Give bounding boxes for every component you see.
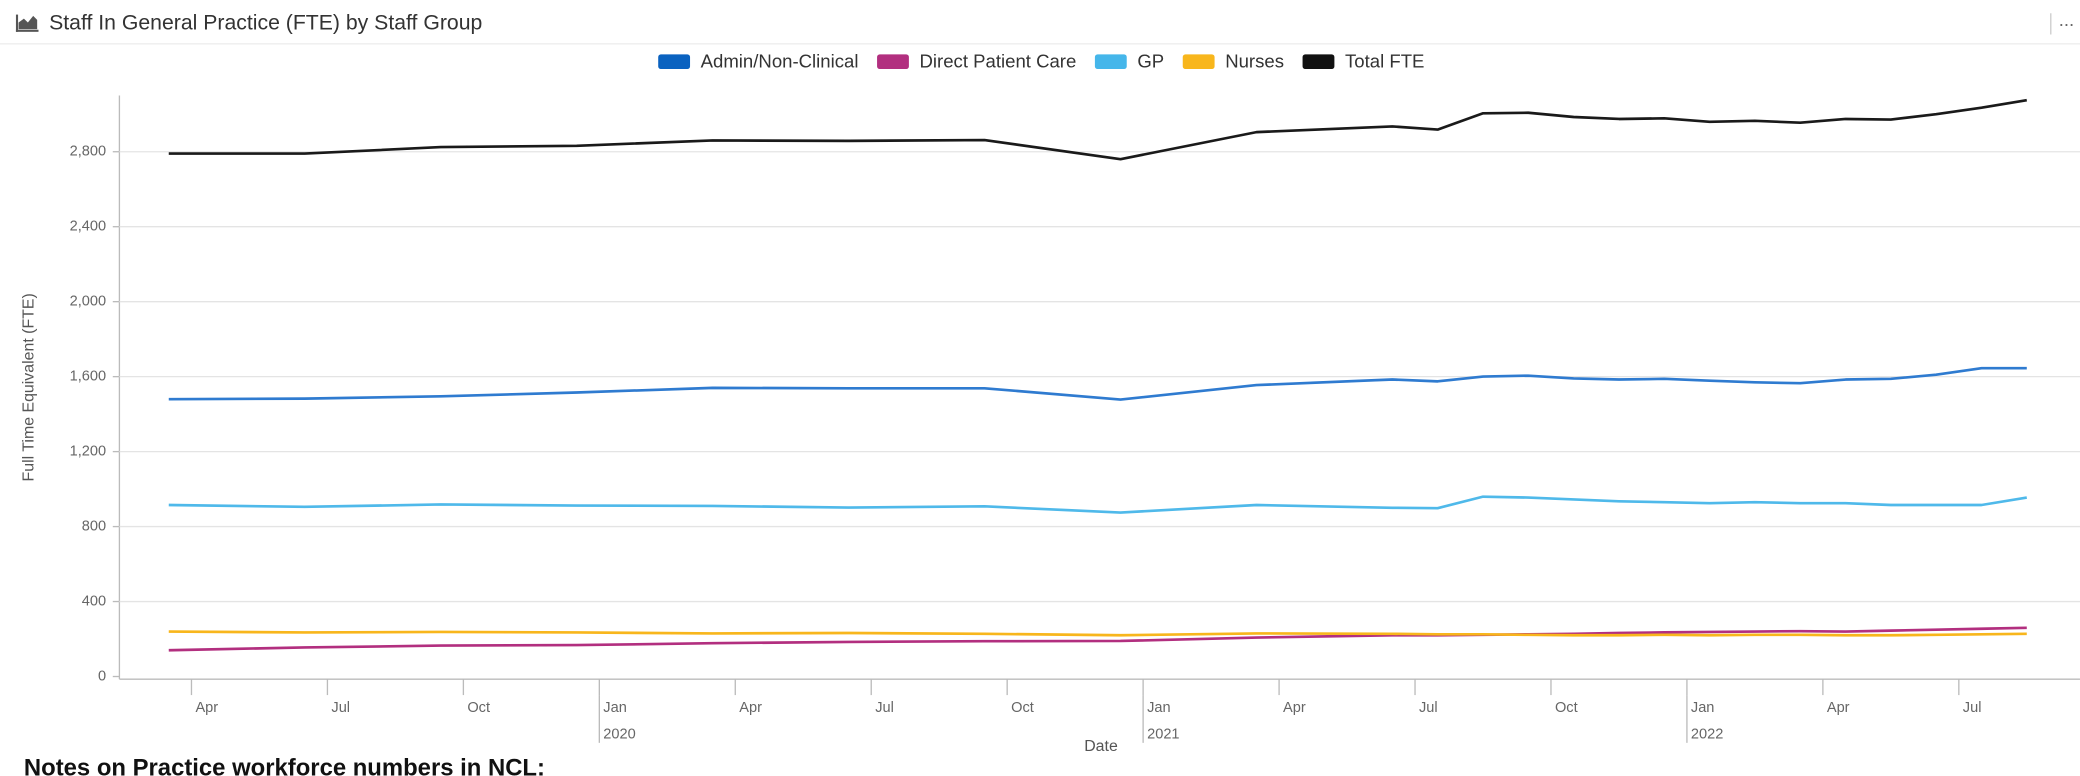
legend: Admin/Non-Clinical Direct Patient Care GP N… (658, 50, 1424, 71)
y-axis-title: Full Time Equivalent (FTE) (20, 293, 37, 481)
legend-label: Nurses (1225, 50, 1284, 71)
chart-icon (15, 14, 39, 32)
legend-label: GP (1137, 50, 1164, 71)
x-tick-label: Jan (603, 700, 627, 716)
series-line (168, 366, 2027, 401)
legend-swatch (1182, 54, 1215, 69)
legend-swatch (658, 54, 691, 69)
year-label: 2020 (603, 727, 635, 743)
x-tick-label: Jul (1963, 700, 1982, 716)
footer-note: Notes on Practice workforce numbers in N… (24, 755, 545, 776)
x-tick-label: Jul (875, 700, 894, 716)
series-line (168, 630, 2027, 637)
legend-label: Total FTE (1345, 50, 1424, 71)
x-axis-title: Date (1084, 738, 1118, 755)
x-tick-label: Apr (739, 700, 762, 716)
x-tick-label: Oct (467, 700, 490, 716)
x-tick-label: Jan (1691, 700, 1715, 716)
y-tick-label: 800 (82, 518, 106, 534)
year-label: 2022 (1691, 727, 1723, 743)
y-tick-label: 400 (82, 593, 106, 609)
y-tick-label: 2,400 (70, 219, 106, 235)
year-label: 2021 (1147, 727, 1179, 743)
x-tick-label: Apr (1827, 700, 1850, 716)
legend-label: Direct Patient Care (920, 50, 1077, 71)
menu-button[interactable]: ... (2059, 9, 2074, 30)
y-tick-label: 1,200 (70, 443, 106, 459)
y-tick-label: 1,600 (70, 368, 106, 384)
legend-swatch (1302, 54, 1335, 69)
x-tick-label: Oct (1011, 700, 1034, 716)
x-tick-label: Jan (1147, 700, 1171, 716)
x-tick-label: Apr (195, 700, 218, 716)
x-tick-label: Jul (1419, 700, 1438, 716)
x-tick-label: Apr (1283, 700, 1306, 716)
x-tick-label: Oct (1555, 700, 1578, 716)
y-tick-label: 2,000 (70, 294, 106, 310)
x-tick-label: Jul (331, 700, 350, 716)
y-tick-label: 0 (98, 668, 106, 684)
legend-swatch (1094, 54, 1127, 69)
chart-title: Staff In General Practice (FTE) by Staff… (49, 11, 482, 34)
legend-swatch (877, 54, 909, 69)
series-line (168, 98, 2027, 161)
y-tick-label: 2,800 (70, 144, 106, 160)
series-line (168, 495, 2027, 514)
legend-label: Admin/Non-Clinical (701, 50, 859, 71)
